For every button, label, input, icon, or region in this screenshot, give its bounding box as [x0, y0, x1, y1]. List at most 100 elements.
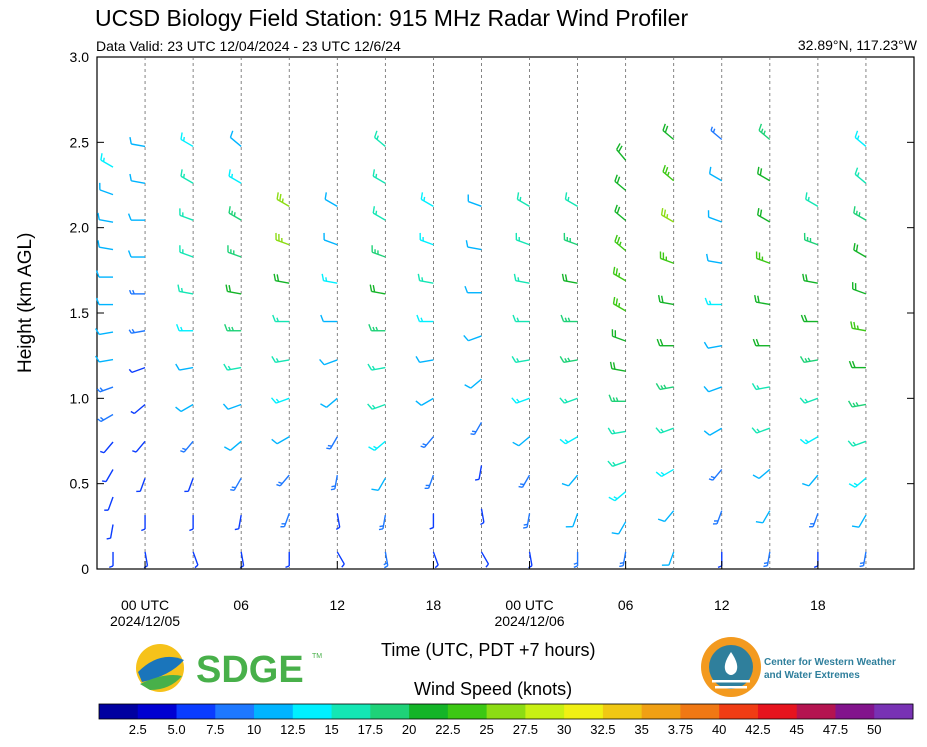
wind-barb [378, 514, 387, 531]
wind-barb [175, 403, 194, 413]
sdge-wordmark: SDGE [196, 649, 304, 691]
wind-barb [177, 284, 194, 295]
colorbar-swatch [99, 704, 139, 719]
wind-barb [708, 166, 723, 182]
colorbar-tick-label: 10 [247, 722, 261, 737]
wind-barb [662, 123, 675, 141]
wind-barb [129, 136, 146, 148]
wind-barb [660, 207, 675, 223]
wind-barb [189, 515, 194, 532]
wind-barb [614, 204, 627, 222]
x-tick-label: 00 UTC [505, 597, 553, 613]
colorbar-tick-label: 45 [789, 722, 803, 737]
cw3e-logo: Center for Western Weather and Water Ext… [701, 637, 896, 697]
wind-barb [612, 266, 626, 282]
y-tick-label: 2.5 [70, 134, 90, 150]
wind-barb [132, 440, 146, 453]
wind-barb [270, 397, 290, 404]
wind-barb [371, 477, 386, 492]
wind-barb [234, 514, 242, 531]
x-tick-date-label: 2024/12/05 [110, 613, 180, 629]
wind-barb [853, 242, 867, 258]
wind-barb [463, 334, 482, 342]
wind-barb [662, 164, 675, 182]
wind-barb [513, 273, 530, 284]
wind-barb [324, 192, 338, 207]
wind-barb [273, 273, 290, 284]
cw3e-name-line1: Center for Western Weather [764, 657, 896, 668]
wind-barb [179, 208, 194, 221]
wind-barb [516, 192, 530, 207]
wind-barb [612, 296, 626, 312]
wind-barb [854, 167, 867, 184]
wind-barb [276, 474, 290, 487]
wind-barb [809, 513, 819, 528]
wind-barb [805, 192, 819, 207]
wind-barb [480, 508, 485, 526]
wind-barb [799, 436, 819, 445]
wind-barbs [95, 123, 867, 569]
wind-barb [559, 436, 578, 445]
wind-barb [336, 551, 345, 568]
wind-barb [127, 213, 146, 221]
wind-barb [707, 210, 723, 223]
wind-barb [271, 436, 290, 445]
wind-barb [710, 126, 723, 141]
wind-barb [424, 474, 435, 490]
wind-barb [95, 270, 114, 278]
wind-barb [130, 403, 146, 415]
wind-barb [229, 130, 242, 147]
dashed-time-gridlines [144, 57, 867, 569]
wind-barb [271, 355, 290, 364]
wind-barb [367, 363, 386, 371]
colorbar-swatch [602, 704, 643, 719]
wind-barb [608, 394, 626, 402]
x-tick-label: 12 [330, 597, 346, 613]
wind-barb [754, 295, 770, 306]
colorbar-swatch [447, 704, 488, 719]
x-tick-label: 12 [714, 597, 730, 613]
wind-barb [847, 400, 867, 408]
wind-barb [228, 206, 242, 221]
wind-barb [321, 273, 338, 284]
station-coordinates: 32.89°N, 117.23°W [797, 37, 917, 53]
wind-barb [368, 323, 386, 332]
wind-barb [95, 328, 114, 336]
colorbar-swatch [835, 704, 875, 719]
wind-barb [100, 441, 114, 454]
wind-barb [225, 284, 242, 295]
wind-barb [180, 169, 194, 184]
wind-barb [285, 551, 290, 569]
wind-barb [799, 355, 819, 364]
wind-barb [752, 338, 770, 347]
wind-barb [712, 510, 723, 525]
wind-barb [223, 363, 242, 371]
sdge-trademark: TM [312, 653, 322, 660]
colorbar-swatch [215, 704, 255, 719]
x-tick-label: 06 [233, 597, 249, 613]
wind-barb [127, 250, 146, 258]
wind-barb [230, 477, 242, 492]
wind-barb [655, 427, 674, 434]
wind-barb [97, 240, 114, 251]
wind-barb [616, 143, 627, 161]
wind-barb [326, 436, 338, 450]
colorbar-tick-label: 7.5 [206, 722, 224, 737]
wind-barb [368, 440, 386, 451]
wind-barb [656, 338, 674, 347]
x-tick-label: 18 [810, 597, 826, 613]
y-tick-label: 1.5 [70, 305, 90, 321]
wind-barb [609, 361, 626, 372]
wind-barb [470, 421, 483, 436]
colorbar-tick-label: 30 [557, 722, 571, 737]
wind-barb [851, 282, 867, 295]
wind-barb [97, 212, 114, 223]
y-tick-label: 0.5 [70, 476, 90, 492]
wind-barb [564, 192, 578, 207]
wind-barb [227, 245, 242, 258]
wind-barb [415, 355, 434, 364]
wind-barb [276, 192, 290, 207]
colorbar-swatch [370, 704, 410, 719]
